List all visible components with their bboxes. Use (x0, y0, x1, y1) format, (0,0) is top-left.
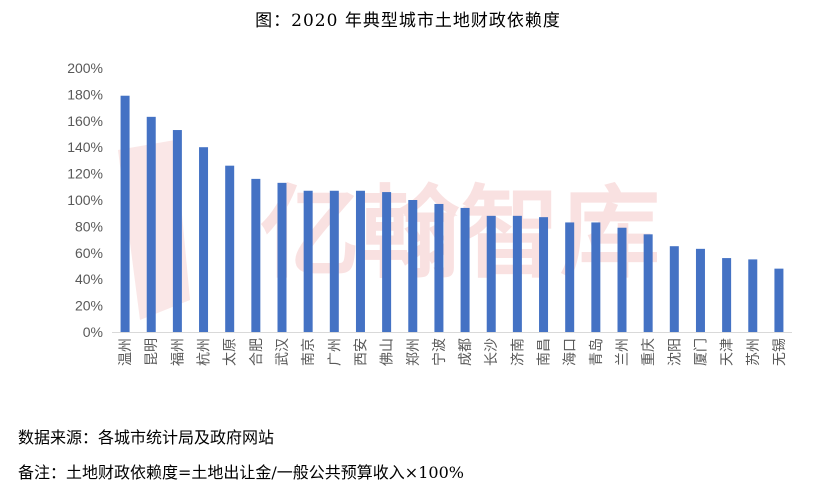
y-tick-label: 20% (75, 298, 103, 314)
y-tick-label: 200% (67, 60, 103, 76)
bar (251, 178, 261, 332)
x-tick-label: 成都 (458, 338, 474, 366)
bar (539, 217, 549, 332)
y-tick-label: 60% (75, 245, 103, 261)
y-tick-label: 180% (67, 86, 103, 102)
x-tick-label: 青岛 (589, 338, 605, 366)
bar (669, 246, 679, 332)
x-tick-label: 合肥 (249, 338, 265, 366)
x-tick-label: 杭州 (197, 338, 213, 366)
y-tick-label: 0% (83, 324, 103, 340)
y-tick-label: 80% (75, 218, 103, 234)
bar (512, 215, 522, 332)
x-tick-label: 宁波 (431, 338, 448, 366)
x-tick-label: 温州 (118, 338, 134, 366)
x-tick-label: 长沙 (484, 338, 500, 366)
x-tick-label: 沈阳 (667, 338, 683, 366)
x-tick-label: 济南 (510, 338, 526, 366)
y-tick-label: 160% (67, 113, 103, 129)
bar-chart: 亿翰智库 0%20%40%60%80%100%120%140%160%180%2… (67, 60, 792, 366)
x-tick-label: 福州 (170, 338, 186, 366)
x-tick-label: 南昌 (537, 338, 553, 366)
x-tick-label: 太原 (223, 338, 239, 366)
bar (329, 190, 339, 332)
bar (199, 147, 209, 332)
bar (774, 268, 784, 332)
chart-title: 图：2020 年典型城市土地财政依赖度 (255, 11, 561, 31)
bar (146, 116, 156, 332)
x-tick-label: 兰州 (615, 338, 631, 366)
x-tick-label: 西安 (353, 338, 369, 366)
bar (172, 130, 182, 332)
x-tick-label: 重庆 (641, 338, 657, 366)
bar (408, 200, 418, 332)
x-tick-label: 昆明 (144, 338, 160, 366)
bar (617, 227, 627, 332)
bar (303, 190, 313, 332)
bar (486, 215, 496, 332)
bar (565, 222, 575, 332)
x-tick-label: 苏州 (746, 338, 762, 366)
x-tick-label: 郑州 (406, 338, 422, 366)
bar (434, 203, 444, 332)
bar (355, 190, 365, 332)
bar (591, 222, 601, 332)
y-tick-label: 100% (67, 192, 103, 208)
bar (460, 207, 470, 332)
x-tick-label: 南京 (301, 338, 317, 366)
bar (643, 234, 653, 332)
bar (695, 248, 705, 332)
x-tick-label: 广州 (327, 338, 343, 366)
x-tick-label: 武汉 (275, 338, 291, 366)
bar (277, 182, 287, 332)
y-tick-label: 120% (67, 166, 103, 182)
bar (722, 258, 732, 332)
bar (120, 95, 130, 332)
x-tick-label: 佛山 (380, 338, 396, 366)
x-tick-label: 天津 (720, 338, 736, 366)
y-axis: 0% 20% 40% 60% 80% 100% 120% 140% 160% 180% 200% (67, 60, 103, 340)
bars (120, 95, 784, 332)
y-tick-label: 140% (67, 139, 103, 155)
x-tick-label: 无锡 (772, 338, 788, 366)
bar (382, 192, 392, 332)
bar (748, 259, 758, 332)
x-tick-label: 厦门 (693, 338, 709, 366)
footnote: 备注：土地财政依赖度=土地出让金/一般公共预算收入×100% (18, 463, 464, 482)
x-tick-label: 海口 (563, 338, 579, 366)
data-source: 数据来源：各城市统计局及政府网站 (18, 428, 275, 447)
y-tick-label: 40% (75, 271, 103, 287)
bar (225, 165, 235, 332)
x-axis: 温州 昆明 福州 杭州 太原 合肥 武汉 南京 广州 西安 佛山 郑州 宁波 成都 长沙 济南 南昌 海口 青岛 兰州… (112, 332, 792, 366)
